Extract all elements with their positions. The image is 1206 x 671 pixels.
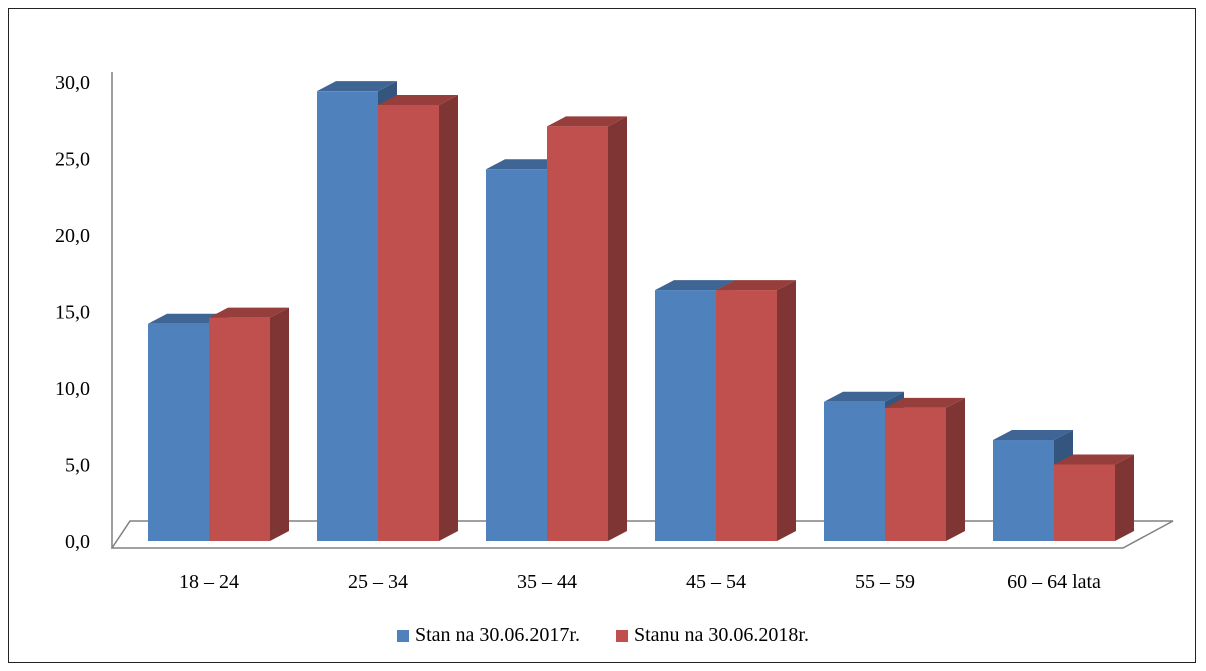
bar-top [716, 280, 796, 291]
x-tick-label: 18 – 24 [179, 571, 239, 593]
bar-front [716, 290, 777, 541]
bar-front [824, 401, 885, 541]
bar-front [655, 290, 716, 541]
bar-front [1054, 464, 1115, 541]
bar-top [547, 116, 627, 127]
legend-item: Stan na 30.06.2017r. [397, 624, 580, 647]
y-tick-label: 0,0 [65, 531, 90, 553]
x-axis-labels: 18 – 24 25 – 34 35 – 44 45 – 54 55 – 59 60 – … [179, 571, 1101, 593]
legend-item: Stanu na 30.06.2018r. [616, 624, 809, 647]
bar [885, 397, 965, 541]
legend-swatch [397, 629, 409, 642]
bar-front [993, 440, 1054, 541]
bar-side [946, 397, 965, 541]
bar-top [655, 280, 735, 291]
bar-side [1115, 454, 1134, 541]
y-axis-ticks: 0,0 5,0 10,0 15,0 20,0 25,0 30,0 [55, 72, 90, 553]
legend-label: Stan na 30.06.2017r. [415, 624, 580, 646]
bar-top [993, 430, 1073, 441]
bar [378, 94, 458, 541]
bar-top [209, 307, 289, 318]
bar-front [378, 104, 439, 541]
bar-top [317, 81, 397, 92]
y-tick-label: 10,0 [55, 378, 90, 400]
bar-front [885, 407, 946, 541]
bar [716, 280, 796, 541]
y-tick-label: 20,0 [55, 225, 90, 247]
bar-top [885, 397, 965, 408]
x-tick-label: 55 – 59 [855, 571, 915, 593]
bar-top [824, 391, 904, 402]
y-tick-label: 5,0 [65, 455, 90, 477]
y-tick-label: 30,0 [55, 72, 90, 94]
x-tick-label: 60 – 64 lata [1007, 571, 1101, 593]
bar-front [209, 317, 270, 541]
chart-legend: Stan na 30.06.2017r. Stanu na 30.06.2018r… [0, 624, 1206, 648]
bar-front [148, 323, 209, 541]
bar-front [547, 126, 608, 542]
bar [209, 307, 289, 541]
bar-top [1054, 454, 1134, 465]
bar-side [439, 94, 458, 541]
bar-top [486, 159, 566, 170]
x-tick-label: 25 – 34 [348, 571, 408, 593]
bar-side [777, 280, 796, 541]
x-tick-label: 35 – 44 [517, 571, 577, 593]
x-tick-label: 45 – 54 [686, 571, 746, 593]
bar-side [270, 307, 289, 541]
bar-front [317, 91, 378, 542]
legend-swatch [616, 629, 628, 642]
bar-top [378, 94, 458, 105]
y-tick-label: 15,0 [55, 302, 90, 324]
bar [1054, 454, 1134, 541]
bar [547, 116, 627, 542]
legend-label: Stanu na 30.06.2018r. [634, 624, 809, 646]
chart-floor [110, 520, 1174, 549]
chart-bars [148, 81, 1134, 542]
bar-front [486, 169, 547, 541]
bar-top [148, 313, 228, 324]
bar-side [608, 116, 627, 542]
chart-axes [110, 72, 1174, 549]
y-tick-label: 25,0 [55, 149, 90, 171]
